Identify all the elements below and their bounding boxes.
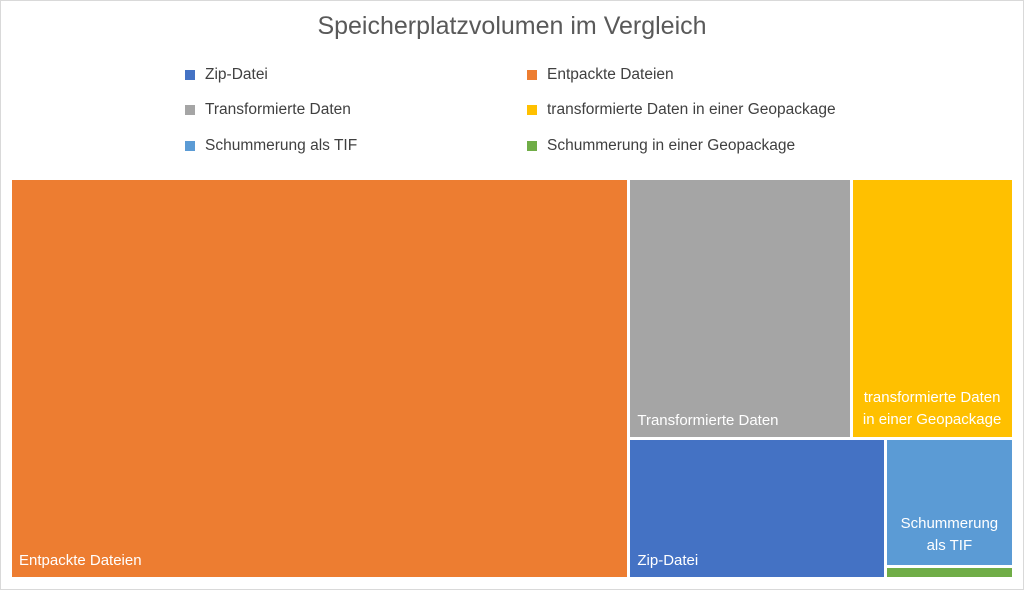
tile-label: Schummerung als TIF bbox=[900, 515, 999, 555]
tile-label: Zip-Datei bbox=[637, 551, 699, 569]
treemap-tile: Entpackte Dateien bbox=[12, 180, 628, 577]
legend-label: Entpackte Dateien bbox=[547, 66, 674, 83]
tile-label: Transformierte Daten bbox=[637, 412, 779, 430]
legend-swatch bbox=[185, 141, 195, 151]
legend-label: Zip-Datei bbox=[205, 66, 268, 83]
tile-label: Entpackte Dateien bbox=[19, 552, 142, 569]
legend-swatch bbox=[527, 70, 537, 80]
legend-item: Schummerung als TIF bbox=[185, 137, 357, 155]
legend-label: Transformierte Daten bbox=[205, 101, 351, 118]
legend-item: Schummerung in einer Geopackage bbox=[527, 137, 795, 155]
legend-item: Zip-Datei bbox=[185, 66, 268, 84]
legend-item: transformierte Daten in einer Geopackage bbox=[527, 101, 836, 119]
legend-item: Entpackte Dateien bbox=[527, 66, 674, 84]
tile-label: transformierte Daten in einer Geopackage bbox=[862, 389, 1002, 429]
legend-label: transformierte Daten in einer Geopackage bbox=[547, 101, 836, 118]
treemap-tile: Transformierte Daten bbox=[630, 180, 851, 438]
treemap-tile: transformierte Daten in einer Geopackage bbox=[853, 180, 1012, 438]
legend-swatch bbox=[185, 105, 195, 115]
legend-item: Transformierte Daten bbox=[185, 101, 351, 119]
treemap-tile: Zip-Datei bbox=[630, 440, 884, 577]
legend-swatch bbox=[185, 70, 195, 80]
chart-title: Speicherplatzvolumen im Vergleich bbox=[317, 12, 707, 40]
legend-label: Schummerung als TIF bbox=[205, 137, 358, 154]
legend-swatch bbox=[527, 141, 537, 151]
legend-swatch bbox=[527, 105, 537, 115]
legend-label: Schummerung in einer Geopackage bbox=[547, 137, 796, 154]
treemap-tile bbox=[886, 568, 1012, 577]
treemap-tile: Schummerung als TIF bbox=[886, 440, 1012, 566]
